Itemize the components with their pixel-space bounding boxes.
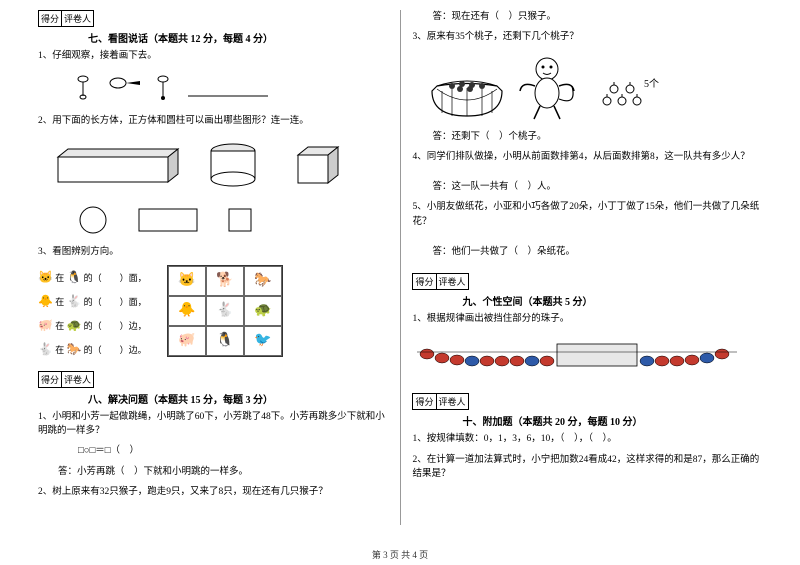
q7-2: 2、用下面的长方体，正方体和圆柱可以画出哪些图形？连一连。	[38, 114, 388, 128]
score-box-8: 得分 评卷人	[38, 371, 94, 388]
q8-1-ans: 答：小芳再跳（ ）下就和小明跳的一样多。	[58, 465, 388, 479]
q8-5-ans: 答：他们一共做了（ ）朵纸花。	[432, 245, 762, 259]
grid-cell: 🐢	[244, 296, 282, 326]
q7-3: 3、看图辨别方向。	[38, 245, 388, 259]
q8-2-ans: 答：现在还有（ ）只猴子。	[432, 10, 762, 24]
section-7-title: 七、看图说话（本题共 12 分，每题 4 分）	[88, 30, 388, 45]
left-column: 得分 评卷人 七、看图说话（本题共 12 分，每题 4 分） 1、仔细观察，接着…	[30, 10, 396, 525]
right-column: 答：现在还有（ ）只猴子。 3、原来有35个桃子，还剩下几个桃子？	[404, 10, 770, 525]
grader-label: 评卷人	[437, 274, 468, 289]
grader-label: 评卷人	[62, 11, 93, 26]
q8-5: 5、小朋友做纸花，小亚和小巧各做了20朵，小丁丁做了15朵，他们一共做了几朵纸花…	[412, 200, 762, 229]
animal-grid: 🐱 🐕 🐎 🐥 🐇 🐢 🐖 🐧 🐦	[167, 265, 283, 357]
score-box-7: 得分 评卷人	[38, 10, 94, 27]
grid-cell: 🐇	[206, 296, 244, 326]
grid-cell: 🐕	[206, 266, 244, 296]
q8-4-ans: 答：这一队一共有（ ）人。	[432, 180, 762, 194]
grid-cell: 🐖	[168, 326, 206, 356]
q10-1: 1、按规律填数：0，1，3，6，10，（ ），（ ）。	[412, 432, 762, 446]
grader-label: 评卷人	[62, 372, 93, 387]
shapes-2d	[78, 205, 388, 235]
q8-3-ans: 答：还剩下（ ）个桃子。	[432, 130, 762, 144]
peach-count-label: 5个	[644, 78, 659, 90]
monkey-basket-image: 5个	[412, 51, 762, 124]
grid-cell: 🐱	[168, 266, 206, 296]
grid-cell: 🐧	[206, 326, 244, 356]
grader-label: 评卷人	[437, 394, 468, 409]
column-divider	[400, 10, 401, 525]
pattern-shapes	[68, 71, 388, 104]
q8-3: 3、原来有35个桃子，还剩下几个桃子？	[412, 30, 762, 44]
page-footer: 第 3 页 共 4 页	[0, 548, 800, 561]
score-box-9: 得分 评卷人	[412, 273, 468, 290]
q10-2: 2、在计算一道加法算式时，小宁把加数24看成42，这样求得的和是87，那么正确的…	[412, 453, 762, 482]
score-label: 得分	[413, 394, 436, 409]
beads-pattern	[412, 334, 762, 373]
q9-1: 1、根据规律画出被挡住部分的珠子。	[412, 312, 762, 326]
section-8-title: 八、解决问题（本题共 15 分，每题 3 分）	[88, 391, 388, 406]
section-10-title: 十、附加题（本题共 20 分，每题 10 分）	[462, 413, 762, 428]
grid-cell: 🐎	[244, 266, 282, 296]
section-9-title: 九、个性空间（本题共 5 分）	[462, 293, 762, 308]
score-box-10: 得分 评卷人	[412, 393, 468, 410]
shapes-3d	[38, 137, 388, 195]
score-label: 得分	[39, 372, 62, 387]
grid-cell: 🐦	[244, 326, 282, 356]
grid-cell: 🐥	[168, 296, 206, 326]
q8-1: 1、小明和小芳一起做跳绳，小明跳了60下，小芳跳了48下。小芳再跳多少下就和小明…	[38, 410, 388, 439]
score-label: 得分	[39, 11, 62, 26]
score-label: 得分	[413, 274, 436, 289]
q8-1-box: □○□＝□（ ）	[78, 444, 388, 458]
q8-2: 2、树上原来有32只猴子，跑走9只，又来了8只，现在还有几只猴子？	[38, 485, 388, 499]
direction-list: 🐱 在 🐧 的（ ）面， 🐥 在 🐇 的（ ）面， 🐖 在 🐢 的（ ）边， 🐇…	[38, 265, 147, 361]
q7-1: 1、仔细观察，接着画下去。	[38, 49, 388, 63]
q8-4: 4、同学们排队做操，小明从前面数排第4，从后面数排第8，这一队共有多少人？	[412, 150, 762, 164]
